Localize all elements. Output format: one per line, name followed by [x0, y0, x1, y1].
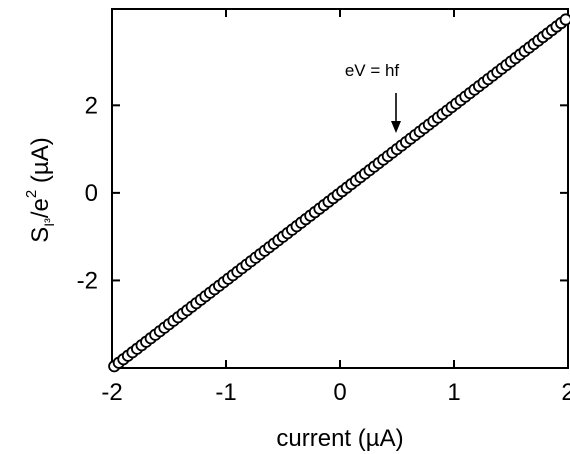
x-tick-label: 0 [333, 379, 346, 406]
y-tick-label: 0 [85, 180, 98, 207]
x-tick-label: -2 [101, 379, 122, 406]
x-tick-label: 1 [447, 379, 460, 406]
annotation-text: eV = hf [345, 61, 400, 80]
x-tick-label: 2 [561, 379, 570, 406]
tick-labels: -2 -1 0 1 2 -2 0 2 [77, 92, 570, 406]
y-axis-title: SI³/e2 (µA) [23, 137, 57, 242]
annotation-arrow-head [391, 121, 401, 133]
y-tick-label: 2 [85, 92, 98, 119]
data-point [559, 13, 570, 26]
data-points [108, 13, 570, 373]
ticks [111, 9, 569, 368]
y-tick-label: -2 [77, 267, 98, 294]
x-axis-title: current (µA) [276, 425, 403, 452]
x-tick-label: -1 [215, 379, 236, 406]
